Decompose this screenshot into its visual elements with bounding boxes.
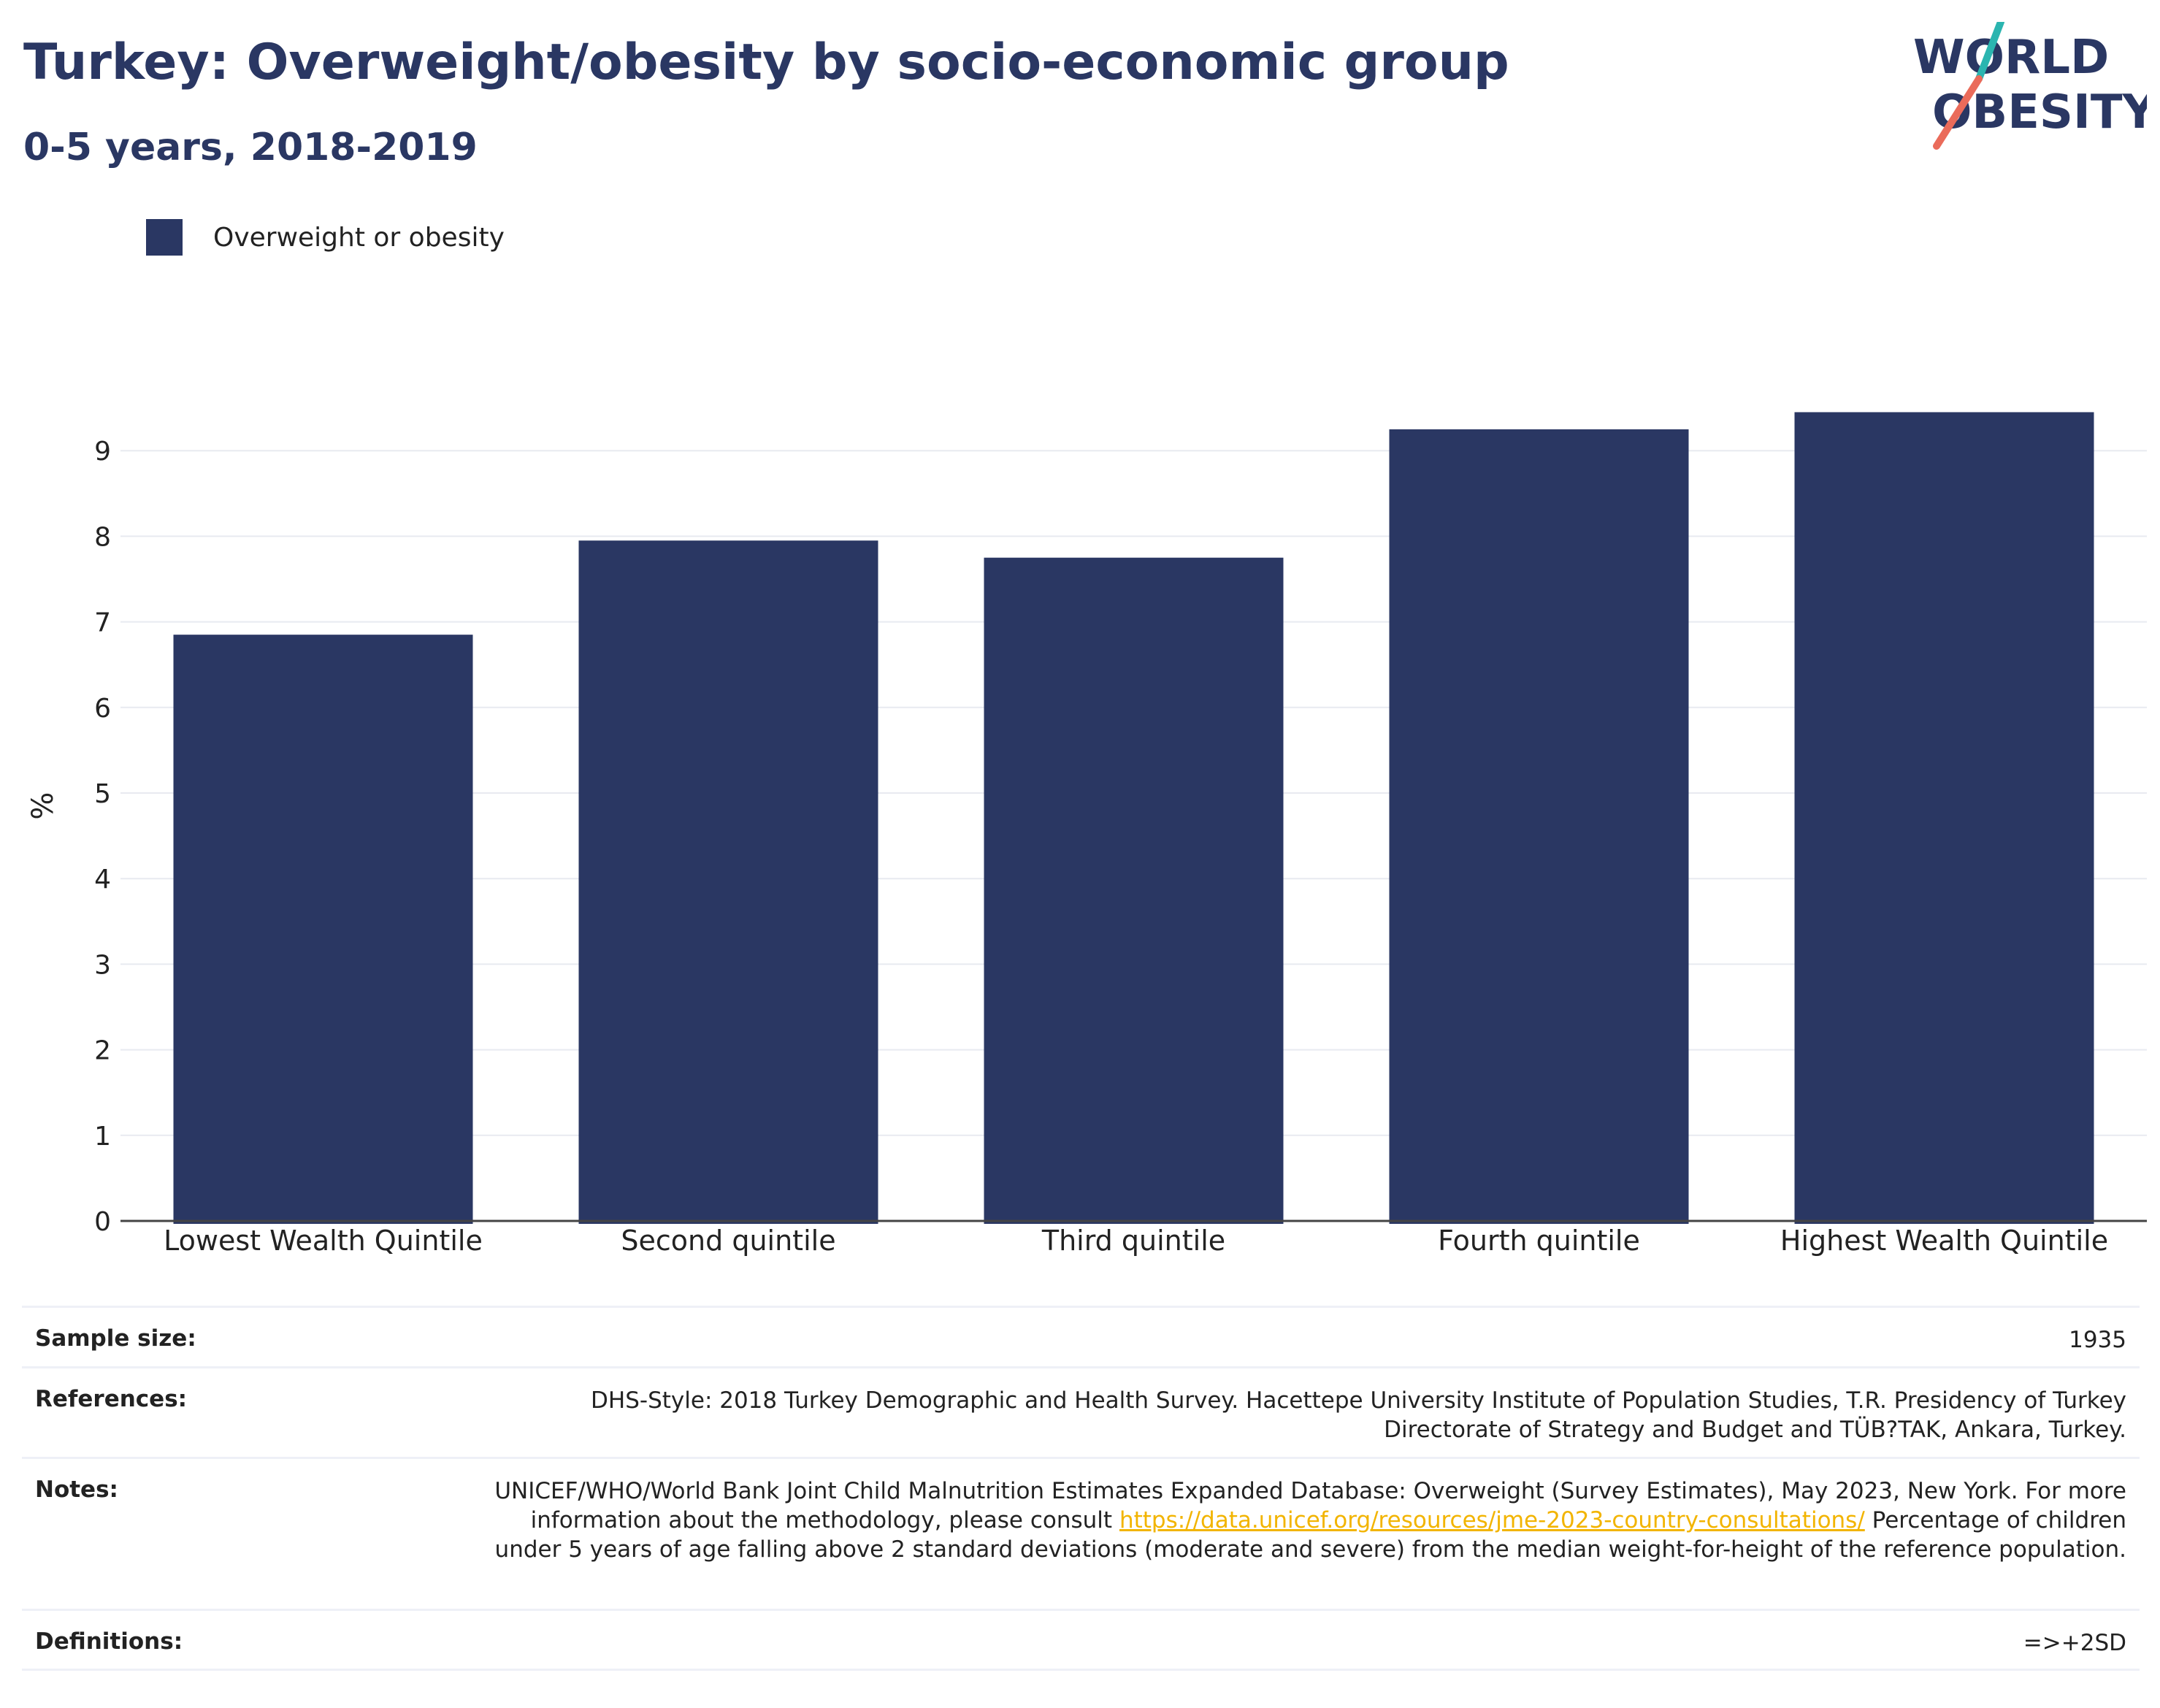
y-tick-label-2: 2: [94, 1036, 111, 1066]
y-axis-title: %: [26, 792, 60, 820]
bar-3: [984, 557, 1284, 1224]
definitions-value: =>+2SD: [2023, 1630, 2126, 1656]
y-tick-label-5: 5: [94, 779, 111, 809]
bar-4: [1389, 429, 1689, 1224]
references-value: DHS-Style: 2018 Turkey Demographic and H…: [591, 1387, 2126, 1443]
logo-slash-coral: [1933, 75, 1983, 150]
bar-2: [578, 540, 878, 1224]
info-row-sample-size: Sample size: 1935: [22, 1306, 2140, 1366]
x-tick-label-4: Fourth quintile: [1438, 1225, 1640, 1257]
y-tick-label-7: 7: [94, 608, 111, 638]
chart-subtitle: 0-5 years, 2018-2019: [23, 126, 478, 169]
info-row-definitions: Definitions: =>+2SD: [22, 1609, 2140, 1671]
y-tick-label-6: 6: [94, 694, 111, 724]
notes-text-after: Percentage of children under 5 years of …: [494, 1507, 2126, 1563]
bar-5: [1794, 412, 2094, 1225]
world-obesity-logo: WORLD OBESITY: [1913, 22, 2147, 150]
y-tick-label-8: 8: [94, 522, 111, 552]
notes-value: UNICEF/WHO/World Bank Joint Child Malnut…: [491, 1477, 2126, 1564]
legend: Overweight or obesity: [146, 219, 505, 256]
x-tick-label-2: Second quintile: [621, 1225, 835, 1257]
bar-1: [173, 635, 473, 1224]
definitions-label: Definitions:: [35, 1628, 183, 1655]
sample-size-value: 1935: [2069, 1327, 2126, 1353]
references-label: References:: [35, 1386, 188, 1412]
x-tick-label-5: Highest Wealth Quintile: [1780, 1225, 2108, 1257]
legend-label-overweight: Overweight or obesity: [213, 222, 505, 253]
info-row-references: References: DHS-Style: 2018 Turkey Demog…: [22, 1366, 2140, 1457]
y-tick-label-1: 1: [94, 1122, 111, 1152]
y-tick-label-3: 3: [94, 950, 111, 980]
sample-size-label: Sample size:: [35, 1325, 196, 1352]
info-row-notes: Notes: UNICEF/WHO/World Bank Joint Child…: [22, 1457, 2140, 1609]
y-tick-label-9: 9: [94, 437, 111, 467]
logo-slash-teal: [1975, 22, 2004, 83]
x-tick-label-3: Third quintile: [1041, 1225, 1225, 1257]
y-tick-label-4: 4: [94, 865, 111, 895]
x-tick-label-1: Lowest Wealth Quintile: [164, 1225, 483, 1257]
logo-text-world: WORLD: [1913, 31, 2109, 85]
notes-text-before: UNICEF/WHO/World Bank Joint Child Malnut…: [494, 1478, 2126, 1533]
y-tick-label-0: 0: [94, 1207, 111, 1237]
notes-label: Notes:: [35, 1477, 118, 1503]
chart-title: Turkey: Overweight/obesity by socio-econ…: [23, 34, 1509, 91]
info-table: Sample size: 1935 References: DHS-Style:…: [22, 1306, 2140, 1671]
legend-swatch-overweight: [146, 219, 183, 256]
notes-link[interactable]: https://data.unicef.org/resources/jme-20…: [1119, 1507, 1865, 1533]
bar-chart: 0 1 2 3 4 5 6 7 8 9% Lowest Wealth Quintile Second …: [26, 412, 2147, 1257]
